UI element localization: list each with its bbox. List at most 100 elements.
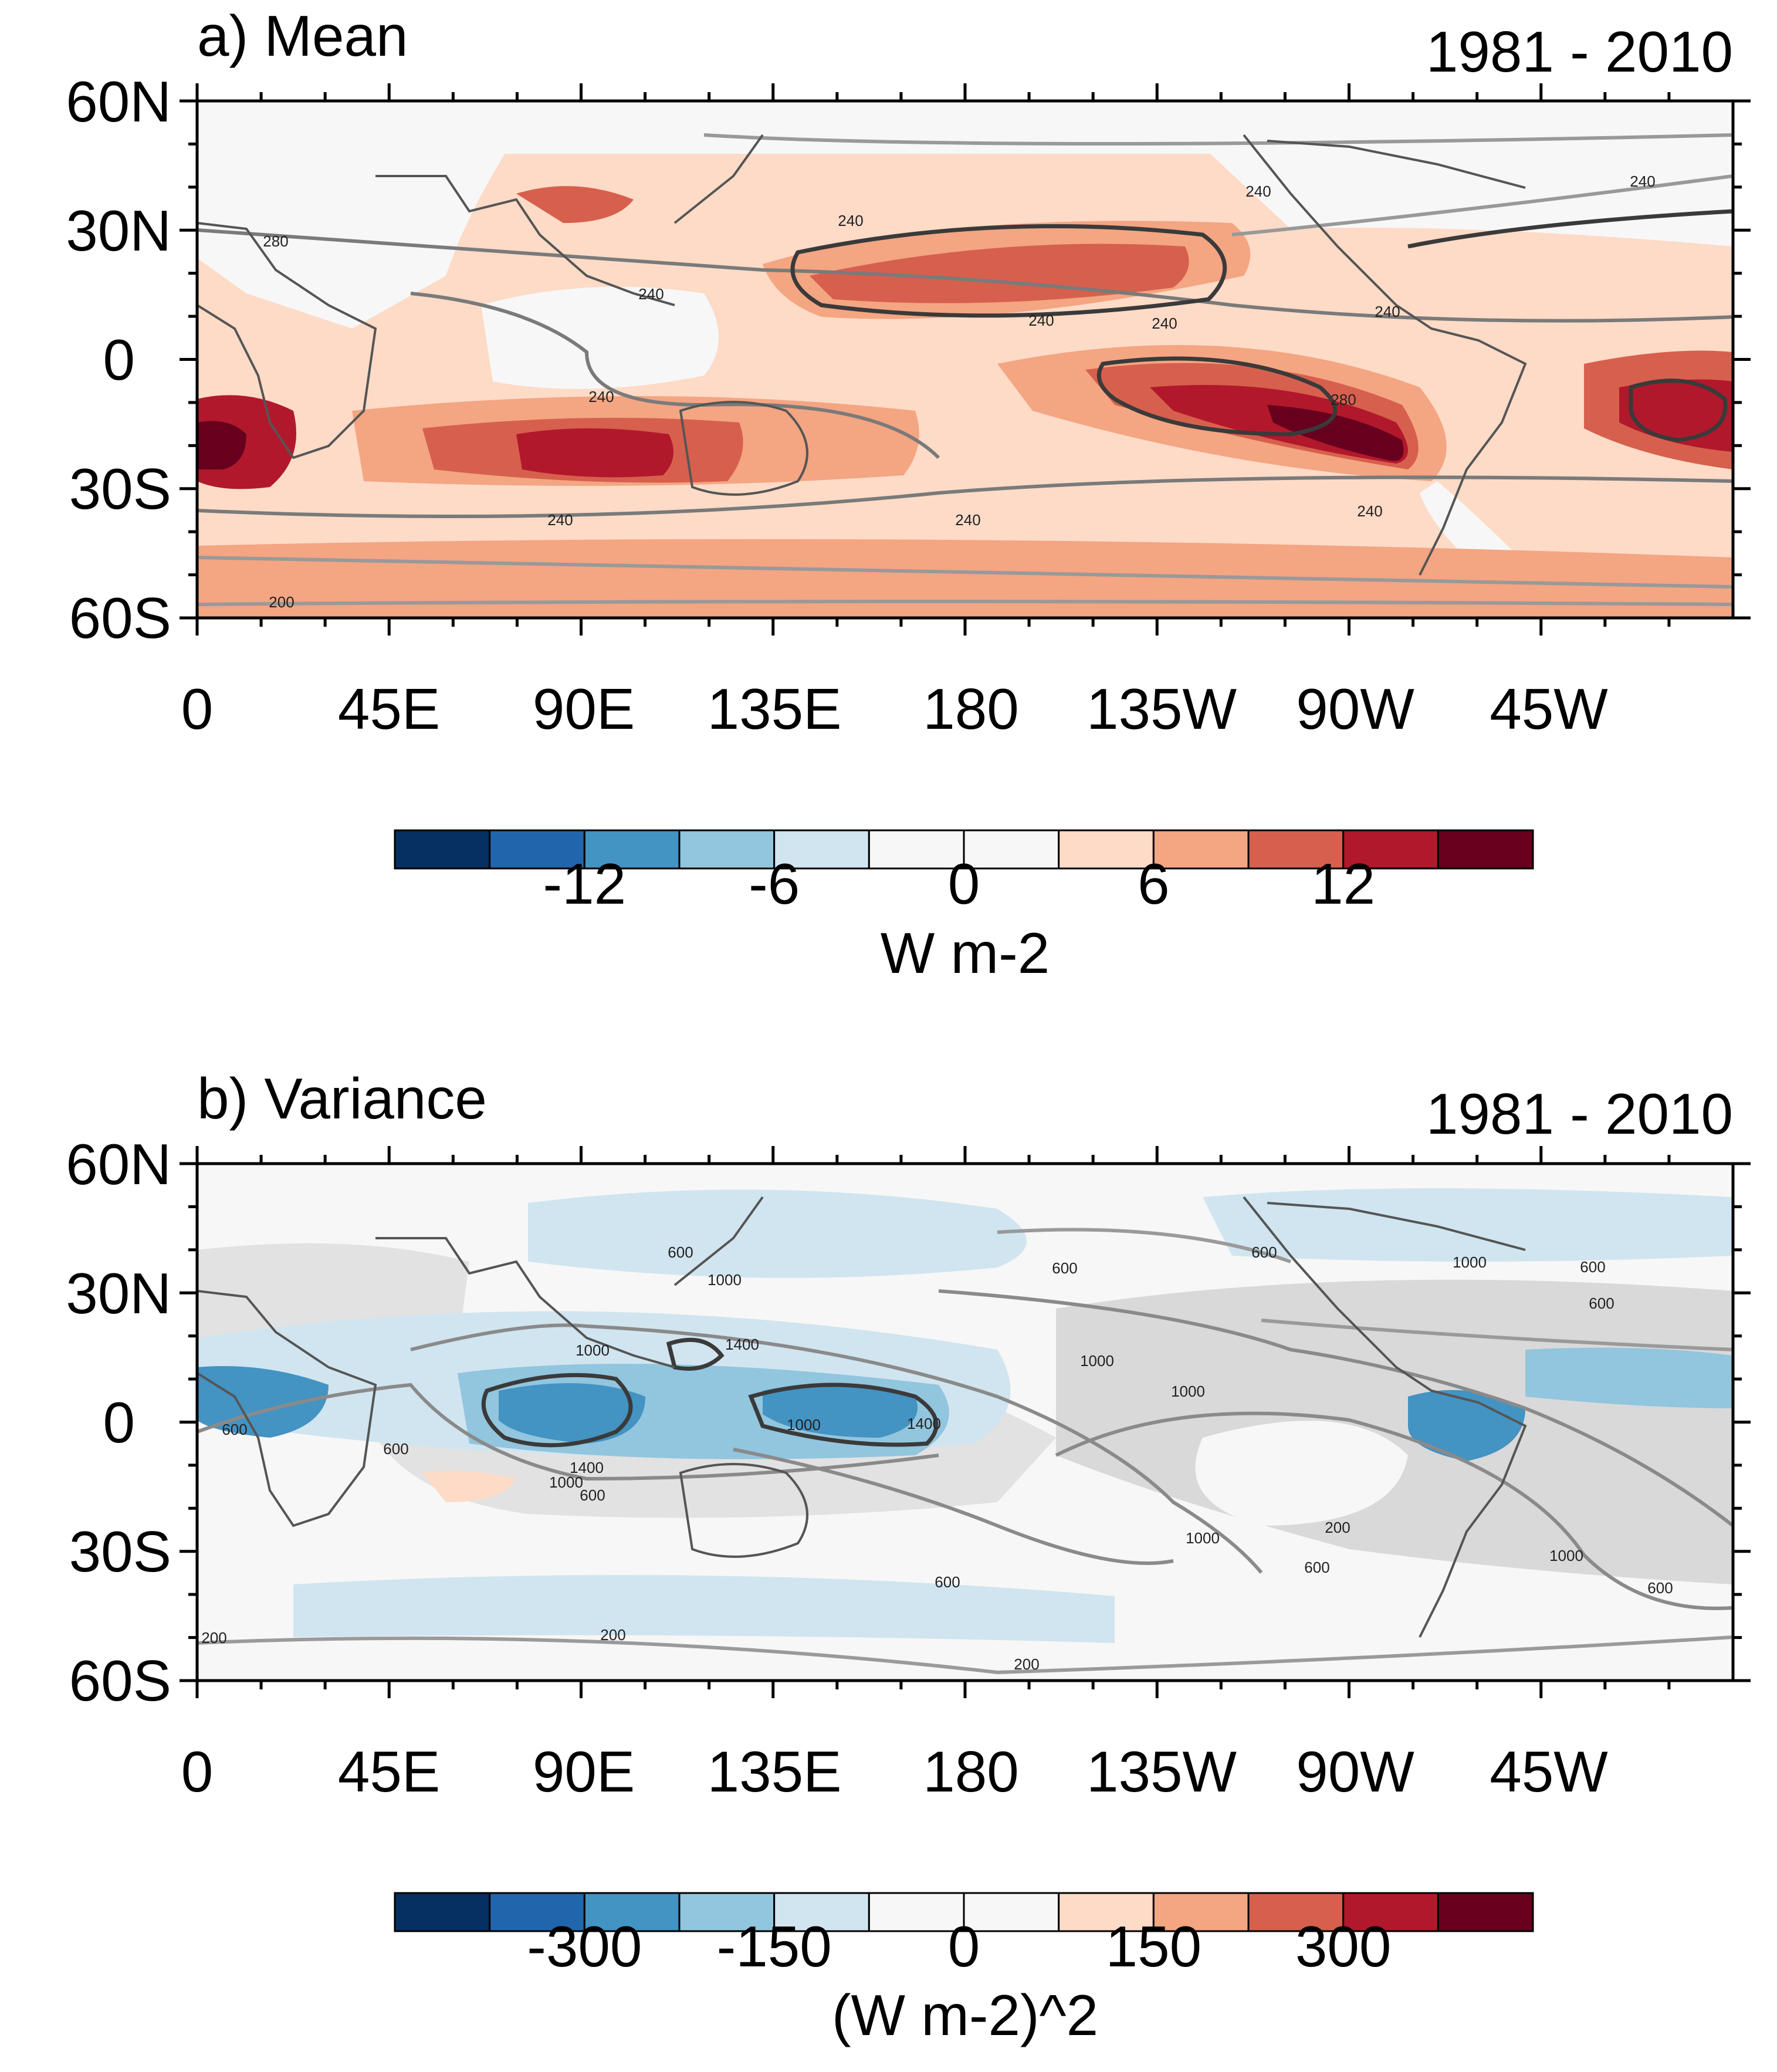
shade-dark-blue-io-b [499,1383,645,1444]
panel-a-period: 1981 - 2010 [1426,19,1733,84]
contours-dark-a [790,209,1733,442]
contour-label: 600 [1580,1258,1605,1276]
colorbar-tick-label: 300 [1295,1914,1392,1979]
colorbar-box [1437,829,1534,870]
coastlines-a [197,134,1527,576]
contour-label: 1000 [576,1341,610,1359]
x-tick-label: 45W [1490,1739,1608,1804]
contour-label: 240 [638,285,664,303]
x-tick-label: 90W [1296,677,1414,741]
contour-label: 1000 [1186,1529,1220,1547]
colorbar-tick-label: 0 [948,851,980,916]
x-tick-label: 135W [1086,1739,1237,1804]
colorbar-box [394,1892,491,1932]
colorbar-b-units: (W m-2)^2 [832,1983,1098,2047]
colorbar-box [583,1892,681,1932]
x-tick-label: 45E [338,677,440,741]
contour-label: 1000 [549,1473,583,1491]
contour-label: 600 [1052,1259,1077,1277]
y-tick-label: 30N [66,1261,171,1326]
colorbar-tick-label: 0 [948,1914,980,1979]
colorbar-a-labels: -12 -6 0 6 12 [543,851,1376,916]
contour-label: 200 [269,593,294,611]
contour-label: 1400 [907,1415,941,1432]
axis-ticks-b [180,1146,1751,1698]
colorbar-tick-label: -12 [543,851,627,916]
colorbar-tick-label: -150 [717,1914,832,1979]
shade-light-blue-na-b [1203,1188,1733,1262]
shade-light-blue-south-b [293,1575,1115,1643]
colorbar-mean [394,829,1534,870]
colorbar-variance [394,1892,1534,1932]
contour-label: 240 [1028,312,1054,329]
shade-tibet-a [516,186,634,223]
contour-label: 240 [1375,303,1400,320]
x-tick-label: 90E [533,1739,635,1804]
shade-red-patch-b [422,1471,516,1502]
colorbar-box [868,829,965,870]
contour-label: 240 [1152,315,1177,332]
y-tick-label: 60S [69,586,171,650]
contour-label: 1400 [570,1459,604,1476]
shade-white-seapac-b [1195,1421,1408,1526]
colorbar-box [678,829,776,870]
colorbar-box [773,829,870,870]
contour-label: 1000 [787,1416,821,1434]
colorbar-tick-label: -300 [527,1914,642,1979]
y-tick-label: 0 [103,1390,135,1455]
contour-label: 1000 [1453,1253,1487,1271]
contour-label: 600 [1251,1243,1277,1261]
y-tick-label: 30N [66,198,171,263]
x-tick-label: 135W [1086,677,1237,741]
contour-label: 600 [1589,1294,1614,1312]
colorbar-box [963,829,1060,870]
x-tick-label: 180 [923,677,1019,741]
shade-warmpool-neutral-a [481,286,719,389]
contours-a [197,133,1733,606]
contour-label: 280 [263,232,288,250]
panel-variance: b) Variance 1981 - 2010 [66,1066,1751,2047]
colorbar-box [394,829,491,870]
colorbar-a-units: W m-2 [881,921,1050,985]
panel-a-label: a) Mean [197,4,408,68]
contour-label: 600 [222,1421,247,1438]
y-tick-label: 0 [103,327,135,392]
x-tick-label: 0 [181,677,214,741]
colorbar-box [1247,1892,1345,1932]
x-tick-label: 45E [338,1739,440,1804]
x-axis-a: 0 45E 90E 135E 180 135W 90W 45W [181,677,1609,741]
colorbar-b-labels: -300 -150 0 150 300 [527,1914,1391,1979]
contour-label: 600 [580,1486,605,1504]
colorbar-tick-label: 12 [1311,851,1375,916]
contour-label: 240 [1630,173,1655,190]
contour-labels-b: 600 1000 600 600 1000 1400 1000 1400 100… [201,1243,1673,1673]
colorbar-tick-label: 150 [1106,1914,1202,1979]
colorbar-box [489,829,585,870]
colorbar-tick-label: 6 [1138,851,1170,916]
colorbar-box [1342,829,1439,870]
colorbar-box [1342,1892,1439,1932]
y-tick-label: 30S [69,1519,171,1584]
contour-label: 600 [935,1573,960,1591]
x-tick-label: 90E [533,677,635,741]
contour-labels-a: 240 280 200 240 240 240 240 240 240 240 … [263,173,1655,611]
contour-label: 240 [588,388,614,405]
coastlines-b [197,1196,1527,1638]
panel-mean: a) Mean 1981 - 2010 [66,4,1751,985]
contour-label: 200 [201,1629,226,1647]
panel-b-label: b) Variance [197,1066,487,1131]
contour-label: 200 [1014,1655,1039,1673]
contour-label: 280 [1331,391,1356,408]
x-tick-label: 135E [708,1739,842,1804]
y-axis-a: 60N 30N 0 30S 60S [66,69,171,650]
contour-label: 200 [1325,1519,1350,1536]
y-tick-label: 30S [69,457,171,521]
x-tick-label: 90W [1296,1739,1414,1804]
colorbar-box [489,1892,585,1932]
plot-area-b [197,1164,1733,1681]
contour-label: 600 [383,1440,408,1458]
y-tick-label: 60N [66,69,171,134]
shade-dark-blue-wp-b [763,1383,918,1438]
colorbar-box [1247,829,1345,870]
contour-label: 240 [547,511,573,529]
